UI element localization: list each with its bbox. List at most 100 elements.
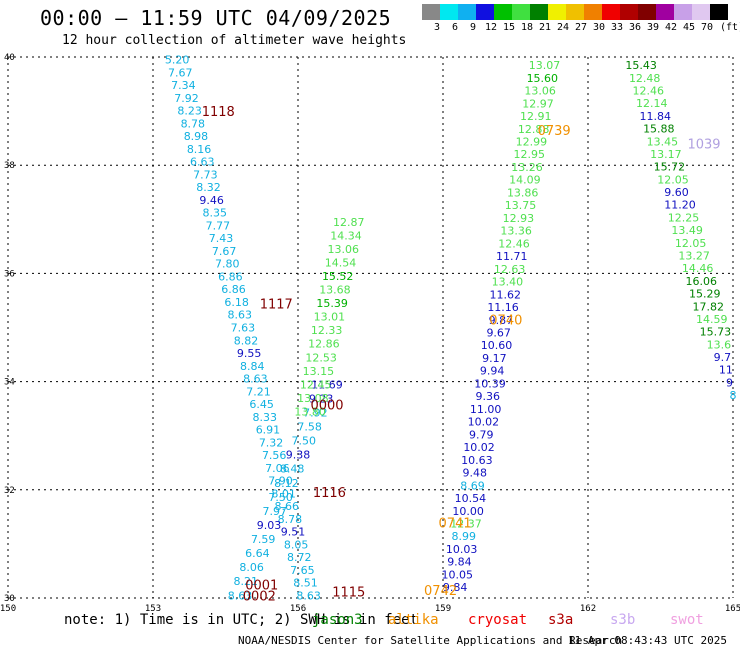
wave-height-value: 8.69 [460, 479, 485, 492]
wave-height-value: 16.06 [685, 275, 717, 288]
wave-height-value: 6.86 [218, 270, 243, 283]
legend-swatch [512, 4, 530, 20]
wave-height-value: 8.51 [293, 577, 318, 590]
pass-time-label: 0740 [489, 313, 522, 328]
legend-label: 21 [538, 22, 552, 33]
pass-time-label: 0001 [245, 578, 278, 593]
wave-height-value: 15.73 [700, 326, 732, 339]
wave-height-value: 8 [730, 389, 737, 402]
wave-height-value: 11.16 [487, 301, 519, 314]
legend-swatch [530, 4, 548, 20]
wave-height-value: 13.17 [650, 148, 682, 161]
legend-unit: (ft) [719, 22, 740, 33]
wave-height-value: 8.99 [452, 530, 477, 543]
wave-height-value: 7.67 [168, 66, 193, 79]
wave-height-value: 13.75 [505, 199, 537, 212]
wave-height-value: 7.63 [231, 322, 256, 335]
wave-height-value: 7.90 [268, 475, 293, 488]
satellite-track: 15.4312.4812.4612.1411.8415.8813.4513.17… [625, 59, 736, 402]
satellite-legend-item: altika [388, 612, 439, 628]
wave-height-value: 12.97 [522, 97, 554, 110]
legend-swatch [692, 4, 710, 20]
wave-height-value: 8.33 [253, 411, 278, 424]
axis-tick-labels: 150 153 156 159 162 165 40 38 36 34 32 30 [0, 53, 740, 614]
satellite-legend-item: s3a [548, 612, 574, 628]
altimeter-tracks: 5.207.677.347.928.238.788.988.166.637.73… [165, 54, 737, 603]
x-tick-label: 153 [145, 604, 161, 614]
wave-height-value: 12.37 [450, 518, 482, 531]
wave-height-value: 9.7 [714, 351, 732, 364]
legend-swatch [458, 4, 476, 20]
wave-height-value: 9.48 [462, 467, 487, 480]
wave-height-value: 9.36 [476, 390, 501, 403]
pass-time-label: 1115 [332, 586, 365, 601]
satellite-legend-item: jason3 [312, 612, 363, 628]
pass-time-label: 1039 [687, 138, 720, 153]
wave-height-value: 12.05 [675, 237, 707, 250]
wave-height-value: 13.07 [529, 59, 561, 72]
wave-height-value: 8.63 [243, 373, 268, 386]
pass-time-label: 0000 [310, 398, 343, 413]
wave-height-value: 8.84 [240, 360, 265, 373]
wave-height-value: 6.18 [224, 296, 249, 309]
wave-height-value: 9.79 [469, 428, 494, 441]
wave-height-value: 8.32 [196, 181, 221, 194]
wave-height-value: 8.23 [177, 105, 202, 118]
wave-height-value: 12.91 [520, 110, 552, 123]
x-tick-label: 159 [435, 604, 451, 614]
wave-height-value: 8.66 [274, 500, 299, 513]
wave-height-value: 15.39 [316, 297, 348, 310]
wave-height-value: 11.62 [489, 288, 521, 301]
wave-height-value: 8.16 [187, 143, 212, 156]
wave-height-value: 9.51 [281, 526, 306, 539]
wave-height-value: 14.34 [330, 230, 362, 243]
legend-label: 70 [700, 22, 714, 33]
wave-height-value: 9.94 [480, 365, 505, 378]
wave-height-value: 8.78 [278, 513, 303, 526]
wave-height-value: 8.63 [228, 309, 253, 322]
wave-height-value: 8.05 [284, 538, 309, 551]
wave-height-value: 13.26 [511, 161, 543, 174]
wave-height-value: 9.84 [443, 581, 468, 594]
credit-line: NOAA/NESDIS Center for Satellite Applica… [238, 634, 623, 647]
wave-height-value: 11.20 [664, 199, 696, 212]
wave-height-value: 15.60 [527, 72, 559, 85]
legend-swatch [440, 4, 458, 20]
legend-label: 45 [682, 22, 696, 33]
wave-height-value: 14.54 [325, 257, 357, 270]
pass-time-label: 0741 [439, 516, 472, 531]
wave-height-value: 13.40 [492, 276, 524, 289]
wave-height-value: 10.39 [474, 377, 506, 390]
y-tick-label: 30 [4, 594, 15, 604]
wave-height-value: 7.58 [297, 421, 322, 434]
wave-height-value: 7.97 [263, 505, 288, 518]
wave-height-value: 13.06 [327, 243, 359, 256]
wave-height-value: 14.46 [682, 262, 714, 275]
wave-height-value: 9.46 [199, 194, 224, 207]
pass-time-label: 0739 [538, 124, 571, 139]
legend-label: 39 [646, 22, 660, 33]
wave-height-value: 10.63 [461, 454, 493, 467]
x-tick-label: 162 [580, 604, 596, 614]
wave-height-value: 10.02 [463, 441, 495, 454]
wave-height-value: 13.86 [507, 186, 539, 199]
wave-height-value: 15.72 [654, 161, 686, 174]
y-tick-label: 34 [4, 378, 15, 388]
legend-swatch [566, 4, 584, 20]
wave-height-value: 9 [726, 376, 733, 389]
map-subtitle: 12 hour collection of altimeter wave hei… [62, 33, 407, 48]
wave-height-value: 12.87 [333, 216, 365, 229]
wave-height-value: 7.50 [292, 435, 317, 448]
pass-time-label: 0002 [243, 589, 276, 604]
legend-label: 9 [469, 22, 477, 33]
wave-height-value: 10.54 [455, 492, 487, 505]
wave-height-value: 17.82 [693, 300, 725, 313]
legend-swatch [620, 4, 638, 20]
x-tick-label: 165 [725, 604, 740, 614]
wave-height-value: 9.87 [489, 314, 514, 327]
wave-height-value: 12.48 [629, 72, 661, 85]
wave-height-value: 10.03 [446, 543, 478, 556]
wave-height-value: 13.27 [678, 250, 710, 263]
wave-height-value: 13.6 [707, 338, 732, 351]
